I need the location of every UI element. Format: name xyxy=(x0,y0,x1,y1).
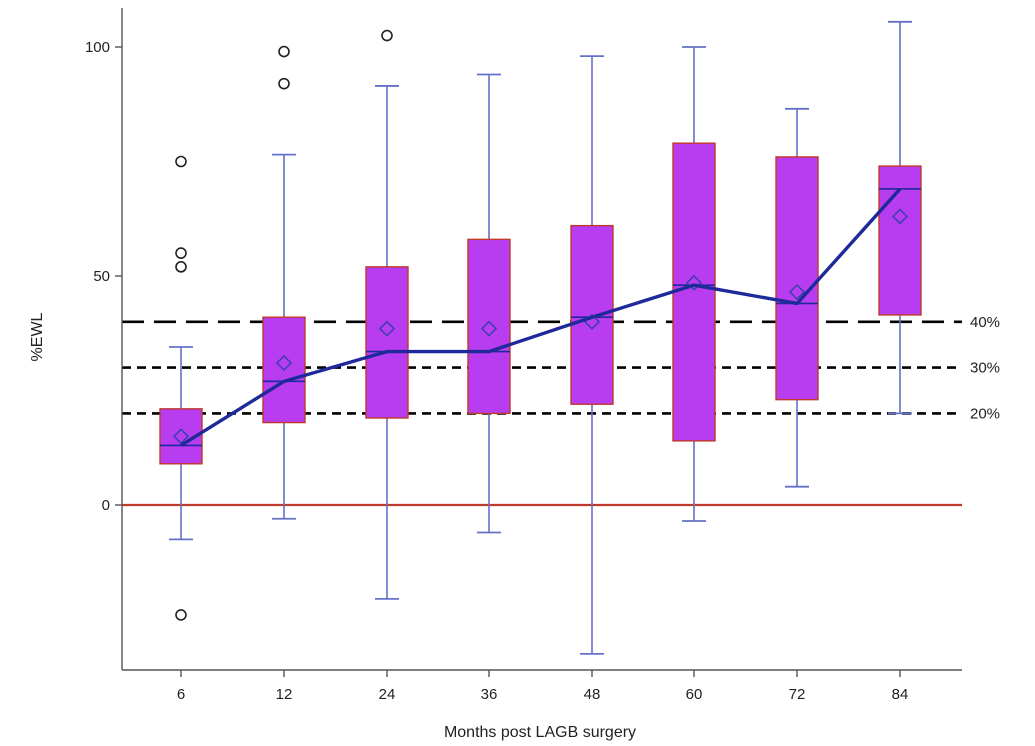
box-6 xyxy=(159,155,203,621)
median-trend-line xyxy=(180,187,902,447)
mean-marker xyxy=(275,354,293,372)
mean-marker xyxy=(480,320,498,337)
mean-marker xyxy=(172,428,190,445)
y-tick-label: 50 xyxy=(93,268,110,285)
box-48 xyxy=(570,55,614,655)
box-60 xyxy=(672,46,716,522)
outlier-point xyxy=(278,45,290,58)
outlier-point xyxy=(381,29,393,42)
outlier-point xyxy=(175,247,187,259)
x-tick-label: 24 xyxy=(379,686,396,703)
box-24 xyxy=(365,29,409,600)
outlier-point xyxy=(278,77,290,90)
outlier-point xyxy=(175,155,187,168)
reference-label: 40% xyxy=(970,314,1000,331)
reference-label: 20% xyxy=(970,405,1000,422)
box-36 xyxy=(467,73,511,534)
reference-lines: 40% 30% 20% xyxy=(122,314,1000,507)
mean-marker xyxy=(891,208,909,225)
reference-label: 30% xyxy=(970,360,1000,377)
x-tick-label: 6 xyxy=(177,686,185,703)
x-tick-label: 72 xyxy=(789,686,806,703)
outlier-point xyxy=(175,609,187,621)
iqr-box xyxy=(672,142,716,442)
box-series xyxy=(159,20,922,655)
axes: 0 50 100 6 12 24 36 48 60 72 84 xyxy=(85,8,962,703)
y-axis-label: %EWL xyxy=(29,312,46,361)
iqr-box xyxy=(467,238,511,415)
x-tick-label: 48 xyxy=(584,686,601,703)
x-tick-label: 36 xyxy=(481,686,498,703)
box-12 xyxy=(262,45,306,520)
iqr-box xyxy=(775,156,819,401)
mean-marker xyxy=(788,283,806,301)
x-tick-label: 84 xyxy=(892,686,909,703)
mean-marker xyxy=(685,274,703,291)
iqr-box xyxy=(365,266,409,419)
box-84 xyxy=(878,20,922,415)
box-72 xyxy=(775,107,819,488)
y-tick-label: 100 xyxy=(85,39,110,56)
x-tick-label: 60 xyxy=(686,686,703,703)
median-trend xyxy=(180,187,902,447)
x-tick-label: 12 xyxy=(276,686,293,703)
y-tick-label: 0 xyxy=(102,497,110,514)
x-axis-label: Months post LAGB surgery xyxy=(444,724,636,741)
mean-marker xyxy=(378,320,396,337)
outlier-point xyxy=(175,261,187,273)
